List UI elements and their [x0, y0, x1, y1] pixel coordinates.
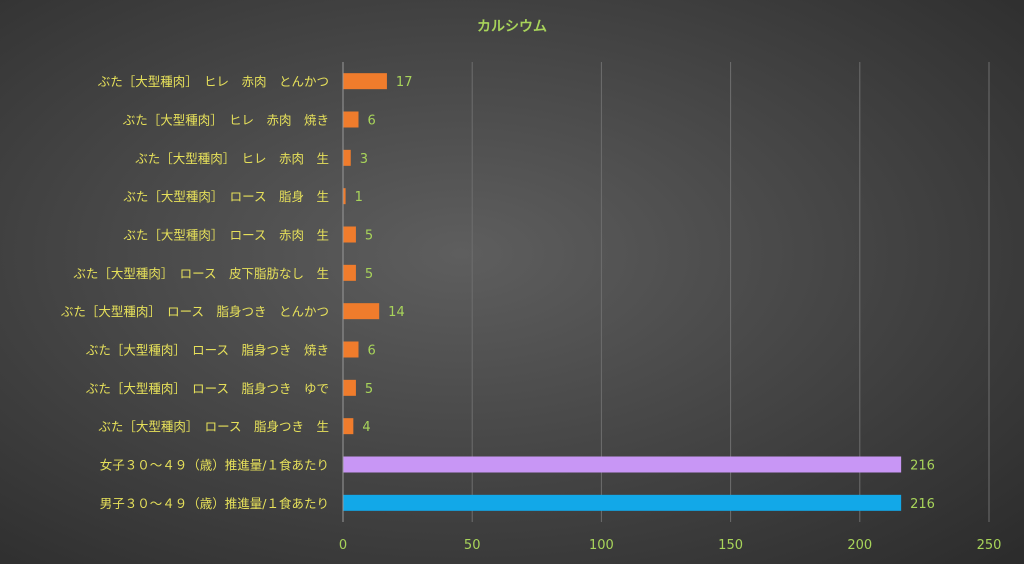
data-label: 4 [362, 420, 370, 435]
x-tick-label: 100 [589, 538, 614, 553]
data-label: 216 [910, 459, 935, 474]
data-label: 1 [355, 190, 363, 205]
x-tick-label: 200 [847, 538, 872, 553]
category-label: ぶた［大型種肉］ ヒレ 赤肉 焼き [123, 113, 329, 128]
data-label: 5 [365, 229, 373, 244]
bar [343, 149, 351, 166]
category-label: 女子３０～４９（歳）推進量/１食あたり [100, 458, 329, 473]
category-label: ぶた［大型種肉］ ヒレ 赤肉 とんかつ [98, 74, 329, 89]
bar [343, 494, 902, 511]
category-label: ぶた［大型種肉］ ロース 脂身 生 [123, 189, 329, 204]
category-label: ぶた［大型種肉］ ヒレ 赤肉 生 [135, 151, 329, 166]
category-label: ぶた［大型種肉］ ロース 脂身つき 生 [98, 419, 329, 434]
bar [343, 226, 356, 243]
bar [343, 303, 380, 320]
category-label: ぶた［大型種肉］ ロース 赤肉 生 [123, 228, 329, 243]
data-label: 17 [396, 75, 413, 90]
data-label: 6 [368, 114, 376, 129]
data-label: 5 [365, 382, 373, 397]
bar [343, 379, 356, 396]
bar [343, 264, 356, 281]
data-label: 5 [365, 267, 373, 282]
bar [343, 111, 359, 128]
category-label: ぶた［大型種肉］ ロース 脂身つき 焼き [86, 343, 329, 358]
bar [343, 418, 354, 435]
x-tick-label: 250 [977, 538, 1002, 553]
bar [343, 73, 387, 90]
data-label: 216 [910, 497, 935, 512]
x-tick-label: 150 [718, 538, 743, 553]
chart-title: カルシウム [477, 19, 547, 35]
bar [343, 456, 902, 473]
data-label: 6 [368, 344, 376, 359]
x-tick-label: 0 [339, 538, 347, 553]
category-label: ぶた［大型種肉］ ロース 脂身つき とんかつ [61, 304, 329, 319]
x-tick-label: 50 [464, 538, 481, 553]
bar [343, 341, 359, 358]
category-label: ぶた［大型種肉］ ロース 脂身つき ゆで [86, 381, 329, 396]
category-label: 男子３０～４９（歳）推進量/１食あたり [100, 496, 329, 511]
category-label: ぶた［大型種肉］ ロース 皮下脂肪なし 生 [73, 266, 329, 281]
bar [343, 188, 346, 205]
data-label: 3 [360, 152, 368, 167]
data-label: 14 [388, 305, 405, 320]
